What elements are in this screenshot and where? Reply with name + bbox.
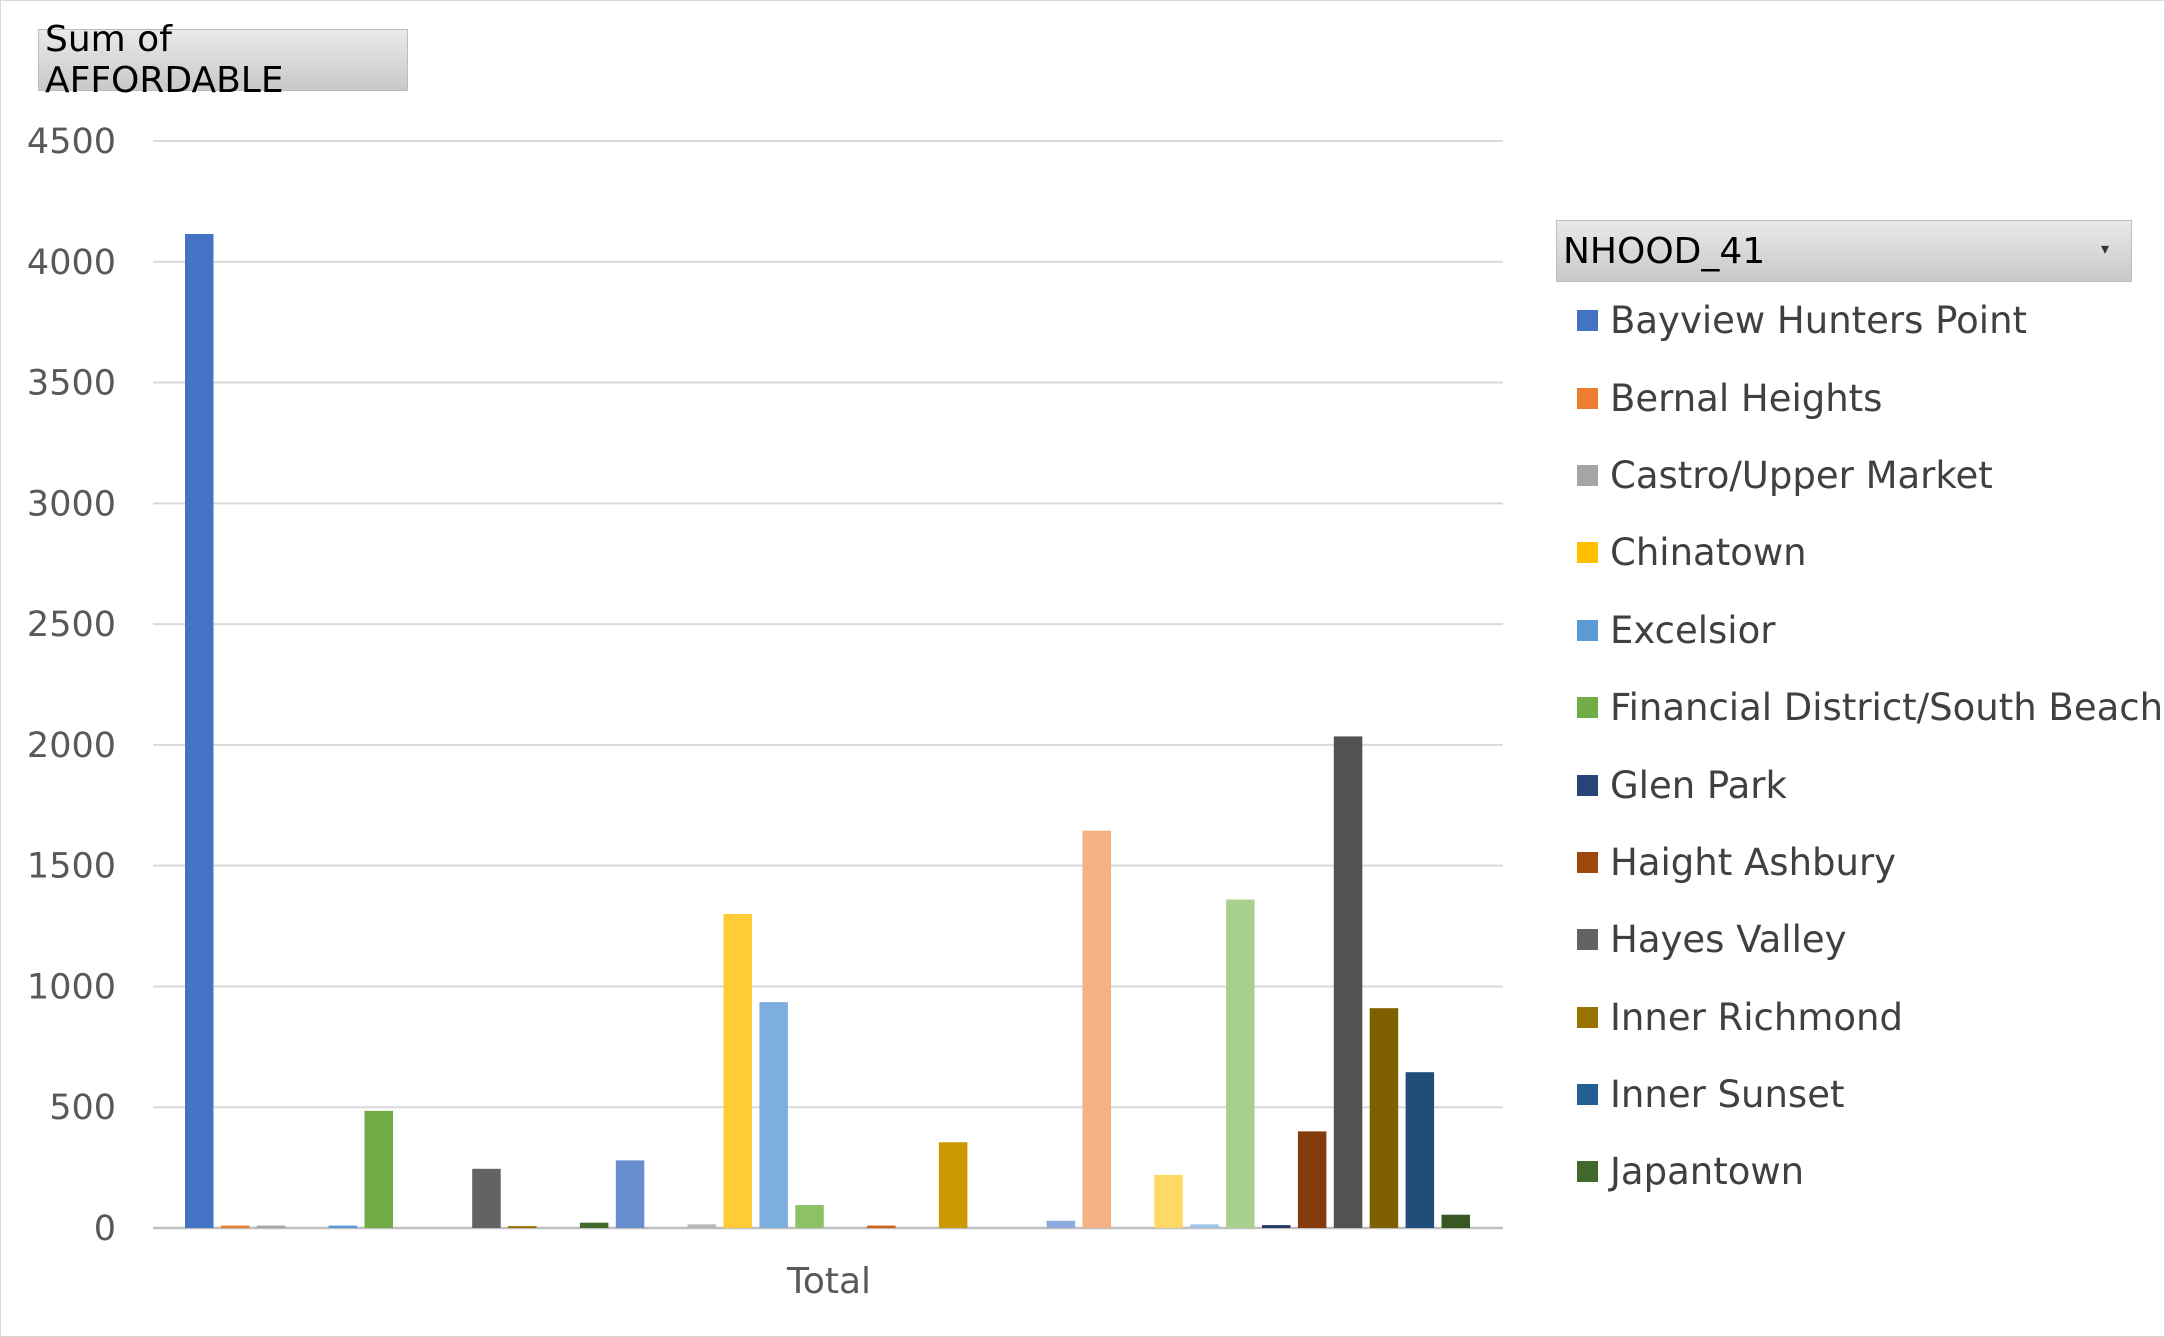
legend-label: Japantown [1610, 1150, 1805, 1194]
value-field-button[interactable]: Sum of AFFORDABLE [38, 19, 408, 101]
bar [256, 1225, 286, 1228]
legend-list: Bayview Hunters Point Bernal Heights Castr… [1556, 282, 2163, 1211]
legend-item: Hayes Valley [1556, 901, 2132, 978]
legend-swatch [1577, 387, 1598, 409]
bar [1405, 1072, 1435, 1228]
y-tick-label: 4000 [27, 243, 116, 283]
bar [1190, 1224, 1219, 1228]
bar [615, 1160, 645, 1228]
legend-item: Bayview Hunters Point [1556, 282, 2132, 359]
gridlines [153, 140, 1503, 1230]
x-tick-label: Total [786, 1261, 871, 1302]
legend-item: Japantown [1556, 1133, 2132, 1210]
bar [1297, 1131, 1327, 1228]
y-tick-label: 0 [94, 1209, 116, 1249]
legend-label: Financial District/South Beach [1610, 686, 2164, 730]
legend-label: Inner Sunset [1610, 1073, 1845, 1117]
legend-swatch [1577, 1084, 1598, 1106]
bar [867, 1225, 896, 1228]
y-tick-label: 2000 [27, 726, 116, 766]
legend-label: Bernal Heights [1610, 376, 1883, 420]
legend-item: Inner Sunset [1556, 1056, 2132, 1133]
bar [328, 1225, 358, 1228]
bar [220, 1225, 250, 1228]
legend-label: Haight Ashbury [1610, 840, 1897, 884]
value-field-label: Sum of AFFORDABLE [45, 19, 284, 101]
legend-swatch [1577, 851, 1598, 873]
legend-item: Inner Richmond [1556, 979, 2132, 1056]
bar [579, 1222, 609, 1228]
legend-label: Hayes Valley [1610, 918, 1847, 962]
y-tick-label: 3000 [27, 484, 116, 524]
bar [508, 1226, 537, 1228]
bar [723, 913, 752, 1228]
legend-field-button[interactable]: NHOOD_41 ▾ [1556, 220, 2132, 282]
dropdown-arrow-icon[interactable]: ▾ [2100, 239, 2109, 258]
legend-item: Chinatown [1556, 514, 2132, 591]
bar [1046, 1220, 1076, 1228]
legend-item: Glen Park [1556, 746, 2132, 823]
bars [185, 233, 1470, 1228]
bar [1154, 1174, 1183, 1228]
bar [1441, 1214, 1470, 1228]
legend-item: Bernal Heights [1556, 359, 2132, 436]
legend-label: Inner Richmond [1610, 995, 1903, 1039]
legend-item: Castro/Upper Market [1556, 437, 2132, 514]
bar [1262, 1225, 1291, 1228]
legend-swatch [1577, 542, 1598, 564]
legend-label: Chinatown [1610, 531, 1807, 575]
legend-swatch [1577, 774, 1598, 796]
bar [1369, 1008, 1399, 1228]
bar [759, 1002, 788, 1228]
x-axis-ticks: Total [786, 1261, 871, 1302]
legend-label: Castro/Upper Market [1610, 453, 1993, 497]
legend-item: Haight Ashbury [1556, 824, 2132, 901]
bar [1082, 830, 1111, 1228]
y-tick-label: 1500 [27, 847, 116, 887]
legend-item: Financial District/South Beach [1556, 669, 2163, 746]
legend-swatch [1577, 929, 1598, 951]
bar [938, 1142, 968, 1228]
bar [795, 1205, 824, 1228]
y-tick-label: 2500 [27, 605, 116, 645]
legend-swatch [1577, 1006, 1598, 1028]
legend-label: Bayview Hunters Point [1610, 299, 2028, 343]
legend: NHOOD_41 ▾ Bayview Hunters Point Bernal H… [1556, 220, 2163, 1211]
y-tick-label: 4500 [27, 122, 116, 162]
y-tick-label: 1000 [27, 967, 116, 1007]
y-tick-label: 3500 [27, 364, 116, 404]
legend-label: Glen Park [1610, 763, 1787, 807]
bar [1333, 736, 1363, 1228]
legend-swatch [1577, 697, 1598, 719]
y-axis-ticks: 0 500 1000 1500 2000 2500 3000 3500 4000 4500 [27, 122, 116, 1249]
bar [364, 1110, 393, 1228]
bar [1226, 899, 1255, 1228]
legend-swatch [1577, 464, 1598, 486]
legend-swatch [1577, 310, 1598, 332]
legend-label: Excelsior [1610, 608, 1776, 652]
bar [185, 233, 214, 1228]
legend-swatch [1577, 1161, 1598, 1183]
legend-swatch [1577, 619, 1598, 641]
legend-title: NHOOD_41 [1563, 230, 1766, 272]
legend-item: Excelsior [1556, 592, 2132, 669]
bar [687, 1224, 717, 1228]
y-tick-label: 500 [49, 1088, 116, 1128]
bar [472, 1168, 501, 1228]
